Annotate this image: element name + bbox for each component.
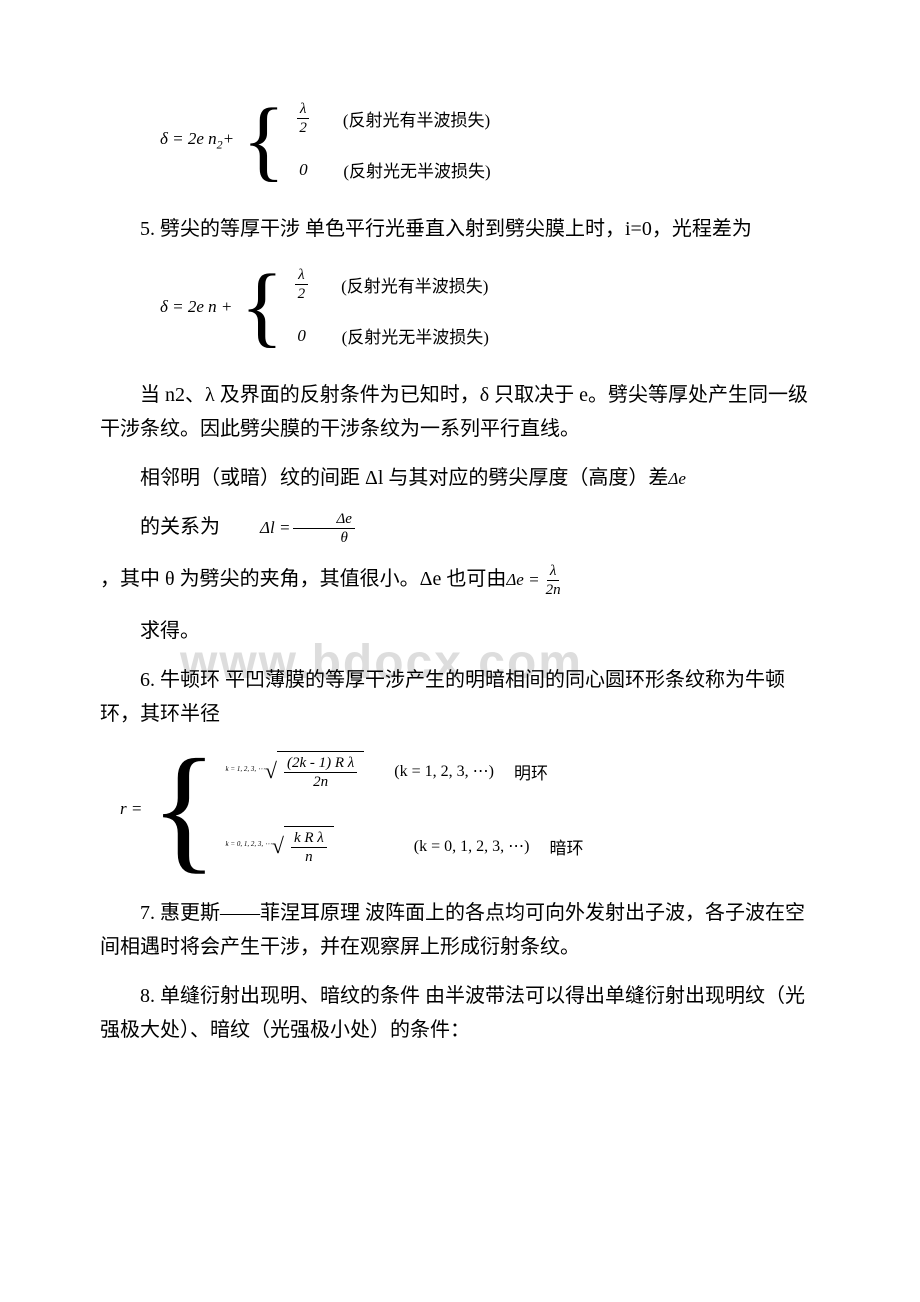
formula-lhs: Δl = (220, 514, 290, 543)
case-label: (反射光有半波损失) (341, 272, 488, 297)
brace-icon: { (242, 105, 285, 177)
case-1: λ 2 (反射光有半波损失) (292, 266, 489, 303)
case-2: 0 (反射光无半波损失) (293, 157, 490, 182)
adjacent-prefix: 相邻明（或暗）纹的间距 Δl 与其对应的劈尖厚度（高度）差 (140, 467, 668, 489)
para-adjacent: 相邻明（或暗）纹的间距 Δl 与其对应的劈尖厚度（高度）差Δe (100, 461, 820, 495)
formula-delta-2: δ = 2e n + { λ 2 (反射光有半波损失) 0 (反射光无半波损失) (160, 266, 820, 348)
numerator: k R λ (291, 829, 327, 848)
page-content: δ = 2e n2+ { λ 2 (反射光有半波损失) 0 (反射光无半波损失)… (0, 0, 920, 1142)
section-7-text: 7. 惠更斯——菲涅耳原理 波阵面上的各点均可向外发射出子波，各子波在空间相遇时… (100, 896, 820, 964)
formula-lhs: Δe = (506, 566, 539, 595)
denominator: 2 (296, 119, 310, 137)
relation-prefix: 的关系为 (140, 516, 220, 538)
fraction: Δeθ (293, 510, 354, 547)
formula-lhs: r = (120, 799, 142, 819)
theta-prefix: ，其中 θ 为劈尖的夹角，其值很小。Δe 也可由 (100, 568, 506, 590)
root-exponent: k = 1, 2, 3, ⋯ (226, 765, 265, 773)
delta-e-symbol: Δe (668, 469, 686, 488)
root-exponent: k = 0, 1, 2, 3, ⋯ (226, 840, 272, 848)
case-label: (反射光有半波损失) (343, 106, 490, 131)
inline-formula: Δe =λ2n (506, 562, 566, 599)
denominator: n (302, 848, 316, 866)
section-8-text: 8. 单缝衍射出现明、暗纹的条件 由半波带法可以得出单缝衍射出现明纹（光强极大处… (100, 979, 820, 1047)
case-value: 0 (292, 326, 312, 346)
fraction: λ2n (543, 562, 564, 599)
brace-icon: { (150, 753, 217, 865)
case-label: (反射光无半波损失) (343, 157, 490, 182)
case-1: λ 2 (反射光有半波损失) (293, 100, 490, 137)
case-value: 0 (293, 160, 313, 180)
fraction: k R λn (291, 829, 327, 866)
section-5-text: 5. 劈尖的等厚干涉 单色平行光垂直入射到劈尖膜上时，i=0，光程差为 (100, 212, 820, 246)
formula-r: r = { k = 1, 2, 3, ⋯ √ (2k - 1) R λ2n (k … (120, 751, 820, 866)
sqrt-icon: √ (272, 833, 284, 859)
para-relation: 的关系为Δl =Δeθ (100, 510, 820, 547)
section-6-text: 6. 牛顿环 平凹薄膜的等厚干涉产生的明暗相间的同心圆环形条纹称为牛顿环，其环半… (100, 663, 820, 731)
case-2: 0 (反射光无半波损失) (292, 323, 489, 348)
denominator: 2n (310, 773, 331, 791)
sqrt-icon: √ (265, 758, 277, 784)
para-n2: 当 n2、λ 及界面的反射条件为已知时，δ 只取决于 e。劈尖等厚处产生同一级干… (100, 378, 820, 446)
sqrt-content: k R λn (284, 826, 334, 866)
denominator: θ (297, 529, 350, 547)
ring-cases: k = 1, 2, 3, ⋯ √ (2k - 1) R λ2n (k = 1, 2… (226, 751, 584, 866)
brace-cases: λ 2 (反射光有半波损失) 0 (反射光无半波损失) (292, 266, 489, 348)
para-obtain: 求得。 (100, 614, 820, 648)
bright-ring-case: k = 1, 2, 3, ⋯ √ (2k - 1) R λ2n (k = 1, 2… (226, 751, 584, 791)
ring-type-label: 暗环 (549, 834, 583, 859)
denominator: 2n (543, 581, 564, 599)
formula-lhs: δ = 2e n2+ (160, 129, 234, 152)
fraction: λ 2 (295, 266, 309, 303)
numerator: λ (295, 266, 308, 285)
denominator: 2 (295, 285, 309, 303)
fraction: (2k - 1) R λ2n (284, 754, 357, 791)
k-range: (k = 0, 1, 2, 3, ⋯) (414, 836, 530, 856)
numerator: λ (297, 100, 310, 119)
ring-type-label: 明环 (514, 759, 548, 784)
inline-formula: Δl =Δeθ (220, 510, 358, 547)
para-theta: ，其中 θ 为劈尖的夹角，其值很小。Δe 也可由Δe =λ2n (100, 562, 820, 599)
brace-cases: λ 2 (反射光有半波损失) 0 (反射光无半波损失) (293, 100, 490, 182)
formula-delta-1: δ = 2e n2+ { λ 2 (反射光有半波损失) 0 (反射光无半波损失) (160, 100, 820, 182)
dark-ring-case: k = 0, 1, 2, 3, ⋯ √ k R λn (k = 0, 1, 2, … (226, 826, 584, 866)
numerator: (2k - 1) R λ (284, 754, 357, 773)
fraction: λ 2 (296, 100, 310, 137)
k-range: (k = 1, 2, 3, ⋯) (394, 761, 494, 781)
formula-lhs: δ = 2e n + (160, 297, 232, 317)
numerator: Δe (293, 510, 354, 529)
sqrt-content: (2k - 1) R λ2n (277, 751, 364, 791)
brace-icon: { (240, 271, 283, 343)
case-label: (反射光无半波损失) (342, 323, 489, 348)
numerator: λ (547, 562, 560, 581)
